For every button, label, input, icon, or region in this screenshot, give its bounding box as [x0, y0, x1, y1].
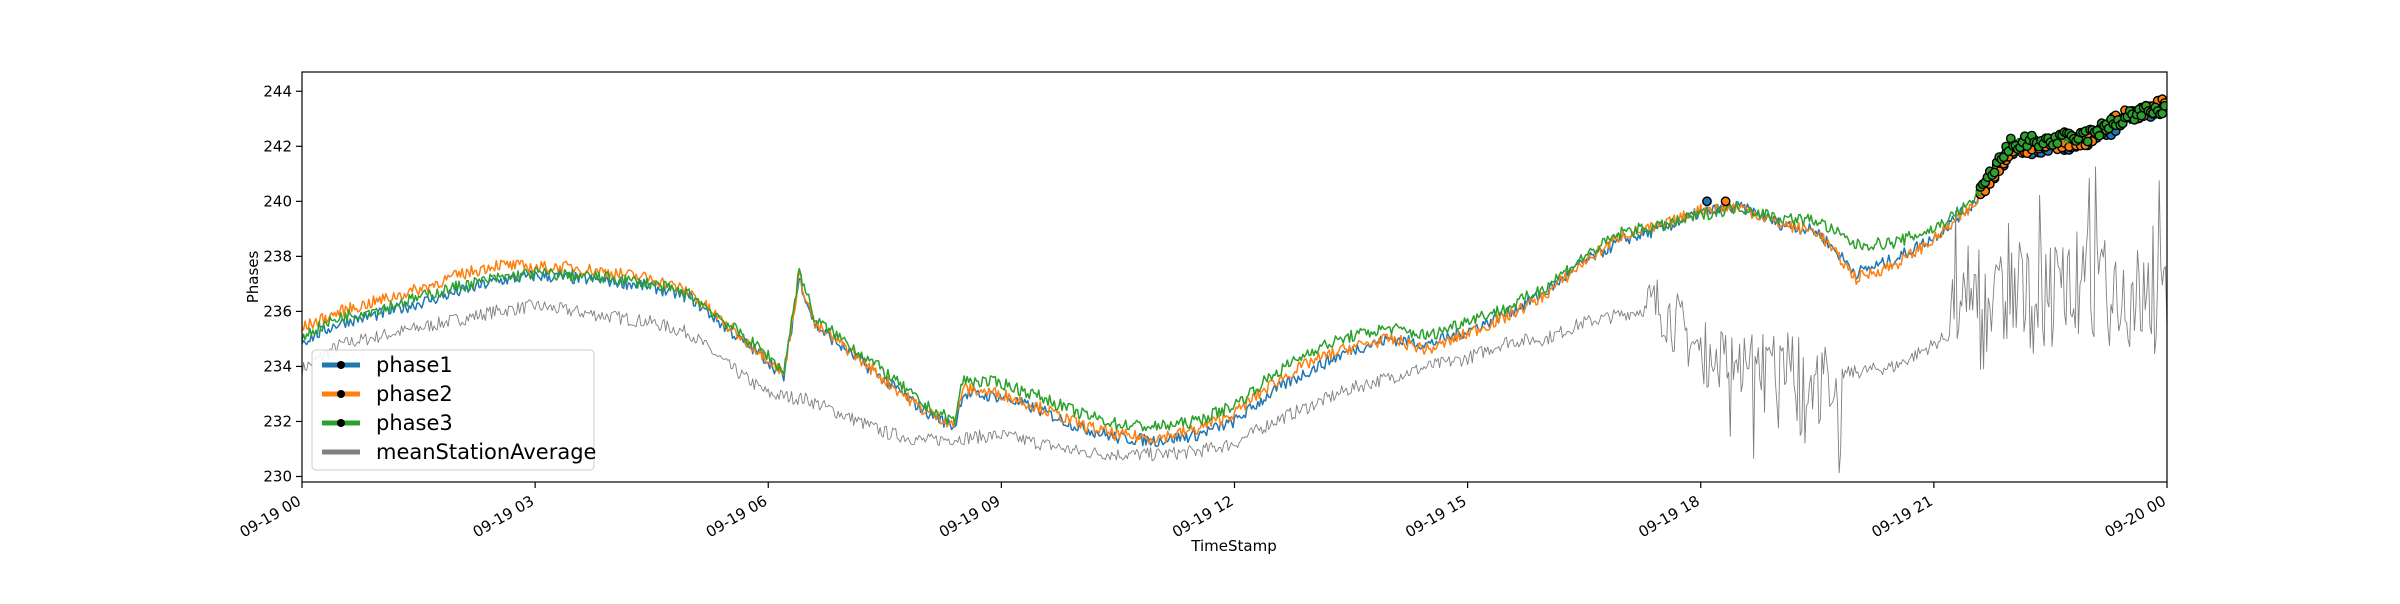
- x-tick-label: 09-19 00: [237, 492, 304, 541]
- y-tick-label: 234: [263, 357, 292, 375]
- x-tick-label: 09-19 06: [703, 492, 770, 541]
- data-point-phase3: [1989, 167, 2000, 178]
- legend: phase1 phase2 phase3 meanStationAverage: [311, 349, 596, 471]
- legend-label-phase1: phase1: [376, 353, 453, 377]
- y-tick-label: 244: [263, 82, 292, 100]
- x-axis-label: TimeStamp: [1190, 537, 1276, 555]
- legend-marker-phase3: [337, 419, 345, 427]
- data-point-phase3: [2052, 138, 2063, 149]
- legend-label-meanStationAverage: meanStationAverage: [376, 440, 596, 464]
- x-tick-label: 09-19 12: [1169, 492, 1236, 541]
- y-tick-label: 238: [263, 247, 292, 265]
- y-tick-label: 232: [263, 412, 292, 430]
- series-line-meanStationAverage: [302, 166, 2167, 474]
- x-tick-label: 09-20 00: [2102, 492, 2169, 541]
- series-markers-phase3: [1975, 101, 2167, 192]
- x-tick-label: 09-19 18: [1635, 492, 1702, 541]
- data-point-phase3: [2082, 136, 2093, 147]
- y-tick-label: 242: [263, 137, 292, 155]
- legend-marker-phase2: [337, 390, 345, 398]
- series-line-phase3: [302, 102, 2167, 432]
- legend-label-phase3: phase3: [376, 411, 453, 435]
- legend-label-phase2: phase2: [376, 382, 453, 406]
- x-tick-label: 09-19 03: [470, 492, 537, 541]
- legend-box: [311, 349, 595, 471]
- legend-item-phase3: phase3: [322, 411, 453, 435]
- x-tick-label: 09-19 15: [1402, 492, 1469, 541]
- legend-item-phase2: phase2: [322, 382, 453, 406]
- x-tick-label: 09-19 21: [1868, 492, 1935, 541]
- legend-item-meanStationAverage: meanStationAverage: [322, 440, 596, 464]
- y-tick-label: 240: [263, 192, 292, 210]
- series-line-phase2: [302, 99, 2167, 444]
- legend-marker-phase1: [337, 361, 345, 369]
- data-point-peak: [1720, 196, 1731, 207]
- y-tick-label: 236: [263, 302, 292, 320]
- data-point-phase3: [2159, 101, 2167, 111]
- data-point-peak: [1702, 196, 1712, 207]
- y-axis-label: Phases: [244, 251, 262, 304]
- legend-item-phase1: phase1: [322, 353, 453, 377]
- y-tick-label: 230: [263, 467, 292, 485]
- x-tick-label: 09-19 09: [936, 492, 1003, 541]
- data-point-phase3: [2094, 130, 2105, 141]
